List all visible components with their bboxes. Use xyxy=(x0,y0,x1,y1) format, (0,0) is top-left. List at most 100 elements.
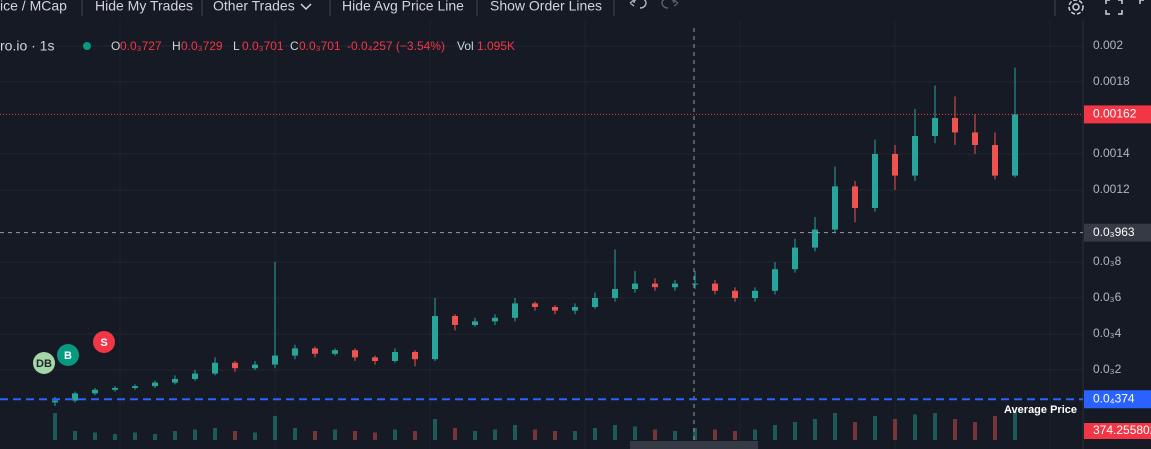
candle-body xyxy=(432,315,438,360)
candle-body xyxy=(252,364,258,369)
toolbar-button[interactable]: Other Trades xyxy=(213,0,295,14)
legend-value: 0.0₃701 xyxy=(242,39,284,53)
candle-body xyxy=(192,373,198,379)
candle-body xyxy=(52,400,58,403)
candle-body xyxy=(852,186,858,209)
candle-body xyxy=(872,154,878,209)
candle-body xyxy=(272,355,278,365)
volume-bar xyxy=(793,422,797,440)
candle-body xyxy=(132,386,138,388)
volume-bar xyxy=(473,431,477,440)
trade-marker[interactable] xyxy=(57,344,79,366)
legend-value: 0.0₃701 xyxy=(299,39,341,53)
volume-bar xyxy=(913,414,917,440)
volume-bar xyxy=(893,419,897,440)
dropdown-icon xyxy=(300,3,312,11)
volume-bar xyxy=(633,426,637,440)
legend-key: C xyxy=(290,39,299,53)
trade-marker[interactable] xyxy=(33,352,55,374)
symbol: ro.io · 1s xyxy=(0,38,54,54)
volume-bar xyxy=(813,419,817,440)
trade-marker-label: B xyxy=(64,350,72,362)
settings-icon[interactable] xyxy=(1068,0,1084,15)
volume-bar xyxy=(373,432,377,440)
y-tick-label: 0.0018 xyxy=(1093,74,1130,88)
volume-bar xyxy=(573,431,577,440)
candle-body xyxy=(552,306,558,311)
volume-bar xyxy=(513,425,517,440)
volume-bar xyxy=(733,431,737,440)
volume-bar xyxy=(833,413,837,440)
volume-bar xyxy=(533,429,537,440)
volume-bar xyxy=(613,425,617,440)
volume-bar xyxy=(413,431,417,440)
candle-body xyxy=(112,387,118,390)
volume-bar xyxy=(393,429,397,440)
candle-body xyxy=(892,154,898,176)
candle-body xyxy=(332,350,338,354)
volume-bar xyxy=(213,428,217,440)
volume-bars xyxy=(53,411,1017,440)
y-tick-label: 0.0₃6 xyxy=(1093,290,1122,304)
volume-bar xyxy=(653,429,657,440)
legend-key: L xyxy=(233,39,240,53)
candle-body xyxy=(652,283,658,288)
candle-body xyxy=(512,303,518,318)
toolbar-button[interactable]: Hide Avg Price Line xyxy=(342,0,464,14)
status-dot xyxy=(83,42,91,50)
volume-bar xyxy=(973,422,977,440)
volume-bar xyxy=(553,431,557,440)
volume-bar xyxy=(753,429,757,440)
toolbar-button[interactable]: ice / MCap xyxy=(0,0,67,14)
redo-icon xyxy=(661,0,679,9)
candle-body xyxy=(492,317,498,322)
candle-body xyxy=(372,357,378,361)
candle-body xyxy=(692,283,698,285)
y-tick-label: 0.0₃4 xyxy=(1093,326,1122,340)
candle-body xyxy=(452,315,458,325)
candle-body xyxy=(932,118,938,137)
y-tick-label: 0.0₃2 xyxy=(1093,362,1122,376)
trade-marker[interactable] xyxy=(93,331,115,353)
price-label-bg xyxy=(1084,223,1151,242)
candle-body xyxy=(172,378,178,383)
candle-body xyxy=(712,283,718,291)
avg-price-label: Average Price xyxy=(1004,404,1077,416)
legend-key: O xyxy=(111,39,120,53)
legend-key: H xyxy=(172,39,181,53)
candle-body xyxy=(952,118,958,133)
candle-body xyxy=(212,362,218,374)
candle-body xyxy=(752,290,758,298)
toolbar-button[interactable]: Show Order Lines xyxy=(490,0,602,14)
volume-bar xyxy=(73,431,77,440)
candle-body xyxy=(972,132,978,146)
legend-value: 1.095K xyxy=(477,39,515,53)
volume-bar xyxy=(933,413,937,440)
candle-body xyxy=(152,382,158,387)
volume-label-bg xyxy=(1084,423,1151,439)
y-tick-label: 0.0012 xyxy=(1093,182,1130,196)
candle-body xyxy=(912,136,918,176)
volume-bar xyxy=(153,434,157,440)
price-label-bg xyxy=(1084,390,1151,409)
overlays: 0.00162 0.0₃963 0.0₄374 Average Price 374.25… xyxy=(0,28,1151,449)
candle-body xyxy=(532,303,538,307)
price-label: 0.0₄374 xyxy=(1093,391,1135,405)
screenshot-icon[interactable] xyxy=(1139,0,1144,4)
volume-bar xyxy=(773,425,777,440)
candle-body xyxy=(772,269,778,291)
volume-bar xyxy=(953,419,957,440)
toolbar-button[interactable]: Hide My Trades xyxy=(95,0,193,14)
volume-bar xyxy=(113,434,117,440)
volume-bar xyxy=(133,432,137,440)
volume-bar xyxy=(693,428,697,440)
volume-label: 374.255802 xyxy=(1093,423,1151,437)
candle-body xyxy=(732,290,738,298)
candle-body xyxy=(92,389,98,394)
volume-bar xyxy=(173,431,177,440)
undo-icon[interactable] xyxy=(629,0,647,9)
x-cursor-label xyxy=(630,441,758,449)
price-label: 0.0₃963 xyxy=(1093,225,1135,239)
price-label: 0.00162 xyxy=(1093,107,1137,121)
volume-bar xyxy=(253,432,257,440)
